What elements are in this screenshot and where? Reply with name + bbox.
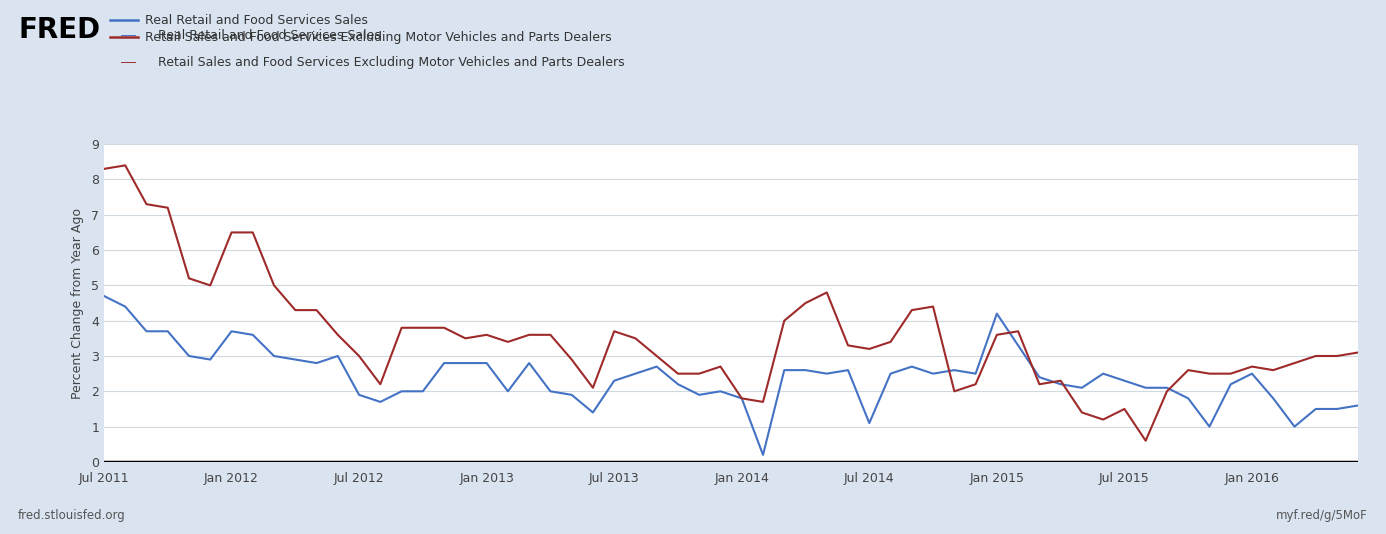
Text: ——: —— [121,56,136,69]
Text: fred.stlouisfed.org: fred.stlouisfed.org [18,509,126,522]
Text: Retail Sales and Food Services Excluding Motor Vehicles and Parts Dealers: Retail Sales and Food Services Excluding… [158,56,625,69]
Y-axis label: Percent Change from Year Ago: Percent Change from Year Ago [71,208,85,398]
Text: Real Retail and Food Services Sales: Real Retail and Food Services Sales [158,29,381,42]
Text: FRED: FRED [18,16,100,44]
Text: ——: —— [121,29,136,42]
Text: myf.red/g/5MoF: myf.red/g/5MoF [1277,509,1368,522]
Legend: Real Retail and Food Services Sales, Retail Sales and Food Services Excluding Mo: Real Retail and Food Services Sales, Ret… [111,14,611,44]
